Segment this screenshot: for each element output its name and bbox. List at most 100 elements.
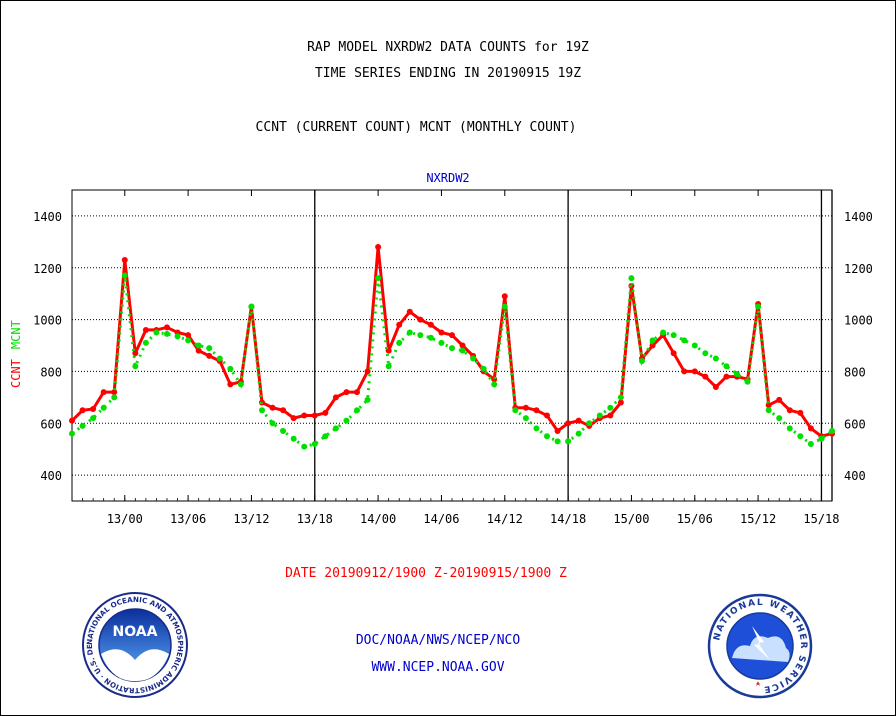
data-point-ccnt bbox=[195, 347, 202, 354]
data-point-mcnt bbox=[227, 365, 234, 372]
data-point-mcnt bbox=[786, 425, 793, 432]
data-point-mcnt bbox=[681, 337, 688, 344]
data-point-ccnt bbox=[343, 389, 350, 396]
data-point-ccnt bbox=[121, 256, 128, 263]
data-point-mcnt bbox=[639, 358, 645, 365]
data-point-ccnt bbox=[406, 308, 413, 315]
data-point-ccnt bbox=[164, 324, 170, 331]
data-point-ccnt bbox=[375, 244, 382, 251]
data-point-ccnt bbox=[501, 293, 508, 300]
data-point-mcnt bbox=[311, 440, 318, 447]
data-point-mcnt bbox=[354, 407, 360, 414]
x-tick-label: 13/00 bbox=[107, 512, 143, 526]
data-point-mcnt bbox=[90, 415, 97, 422]
data-point-mcnt bbox=[744, 378, 751, 385]
data-point-mcnt bbox=[797, 433, 804, 440]
data-point-ccnt bbox=[385, 347, 392, 354]
data-point-mcnt bbox=[111, 394, 118, 401]
data-point-ccnt bbox=[681, 368, 688, 375]
data-point-mcnt bbox=[586, 420, 593, 427]
nws-logo-icon: NATIONAL WEATHER SERVICE bbox=[707, 593, 813, 699]
data-point-mcnt bbox=[807, 440, 814, 447]
data-point-mcnt bbox=[649, 337, 656, 344]
data-point-ccnt bbox=[691, 368, 698, 375]
y-tick-label-right: 1000 bbox=[844, 314, 873, 328]
data-point-mcnt bbox=[132, 363, 139, 370]
series-line-mcnt bbox=[71, 275, 833, 449]
data-point-ccnt bbox=[185, 332, 192, 339]
data-point-mcnt bbox=[375, 275, 382, 282]
data-point-ccnt bbox=[765, 402, 772, 409]
x-tick-label: 15/12 bbox=[740, 512, 776, 526]
y-tick-label-right: 600 bbox=[844, 417, 866, 431]
noaa-logo-icon: NATIONAL OCEANIC AND ATMOSPHERIC ADMINIS… bbox=[80, 590, 188, 698]
x-tick-label: 13/12 bbox=[233, 512, 269, 526]
data-point-mcnt bbox=[280, 428, 287, 435]
data-point-mcnt bbox=[818, 435, 825, 442]
data-point-mcnt bbox=[776, 415, 783, 422]
y-tick-label-left: 1000 bbox=[33, 314, 62, 328]
data-point-mcnt bbox=[765, 407, 772, 414]
data-point-ccnt bbox=[280, 407, 287, 414]
data-point-mcnt bbox=[322, 433, 329, 440]
title-line-2: TIME SERIES ENDING IN 20190915 19Z bbox=[314, 66, 582, 81]
data-point-mcnt bbox=[734, 371, 740, 378]
data-point-mcnt bbox=[153, 329, 160, 336]
data-point-mcnt bbox=[237, 381, 244, 388]
data-point-ccnt bbox=[322, 409, 329, 416]
data-point-ccnt bbox=[301, 412, 308, 419]
x-tick-label: 14/00 bbox=[360, 512, 396, 526]
data-point-ccnt bbox=[607, 412, 614, 419]
data-point-mcnt bbox=[617, 394, 624, 401]
y-axis-label-ccnt: CCNT bbox=[9, 359, 23, 388]
data-point-ccnt bbox=[702, 373, 709, 380]
data-point-mcnt bbox=[565, 438, 572, 445]
data-point-ccnt bbox=[575, 417, 582, 424]
data-point-mcnt bbox=[195, 342, 202, 349]
data-point-mcnt bbox=[670, 332, 677, 339]
data-point-mcnt bbox=[554, 438, 561, 445]
data-point-ccnt bbox=[111, 389, 118, 396]
data-point-ccnt bbox=[565, 420, 572, 427]
data-point-mcnt bbox=[406, 329, 413, 336]
data-point-mcnt bbox=[343, 417, 350, 424]
data-point-ccnt bbox=[206, 352, 213, 359]
data-point-mcnt bbox=[607, 404, 614, 411]
data-point-mcnt bbox=[755, 303, 762, 310]
series-mcnt bbox=[69, 272, 835, 450]
data-point-mcnt bbox=[470, 355, 477, 362]
data-point-ccnt bbox=[311, 412, 318, 419]
data-point-ccnt bbox=[776, 396, 783, 403]
data-point-ccnt bbox=[132, 350, 139, 357]
data-point-mcnt bbox=[427, 334, 434, 341]
chart-title: NXRDW2 bbox=[426, 171, 469, 185]
data-point-ccnt bbox=[797, 409, 804, 416]
x-tick-label: 13/18 bbox=[297, 512, 333, 526]
data-point-mcnt bbox=[396, 339, 403, 346]
y-tick-label-right: 1200 bbox=[844, 262, 873, 276]
credit-line-2: WWW.NCEP.NOAA.GOV bbox=[371, 660, 505, 675]
data-point-ccnt bbox=[712, 383, 719, 390]
data-point-mcnt bbox=[596, 412, 603, 419]
y-tick-label-left: 800 bbox=[40, 365, 62, 379]
data-point-mcnt bbox=[459, 347, 466, 354]
data-point-mcnt bbox=[480, 365, 487, 372]
data-point-mcnt bbox=[575, 430, 582, 437]
data-point-mcnt bbox=[69, 430, 75, 437]
data-point-mcnt bbox=[121, 272, 128, 279]
data-point-ccnt bbox=[617, 399, 624, 406]
data-point-mcnt bbox=[691, 342, 698, 349]
data-point-ccnt bbox=[332, 394, 339, 401]
data-point-mcnt bbox=[364, 396, 371, 403]
x-tick-label: 14/18 bbox=[550, 512, 586, 526]
y-tick-label-left: 1400 bbox=[33, 210, 62, 224]
data-point-ccnt bbox=[786, 407, 793, 414]
y-tick-label-right: 400 bbox=[844, 469, 866, 483]
data-point-mcnt bbox=[491, 381, 498, 388]
y-tick-label-left: 400 bbox=[40, 469, 62, 483]
data-point-ccnt bbox=[544, 412, 550, 419]
x-tick-label: 15/00 bbox=[613, 512, 649, 526]
data-point-mcnt bbox=[206, 345, 213, 352]
date-range-label: DATE 20190912/1900 Z-20190915/1900 Z bbox=[285, 566, 567, 581]
data-point-mcnt bbox=[702, 350, 709, 357]
